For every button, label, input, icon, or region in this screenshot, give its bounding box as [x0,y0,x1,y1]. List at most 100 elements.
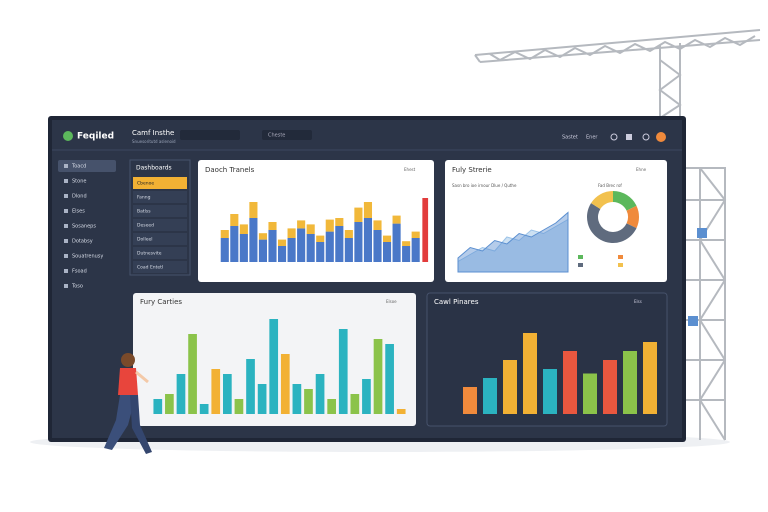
bar [350,394,360,414]
bar [316,242,325,262]
bar [325,231,334,262]
sidebar-item[interactable]: Toso [71,284,83,290]
bar [165,394,174,414]
dropdown-item[interactable]: Fanng [137,195,151,201]
sidebar-item[interactable]: Dotabsy [72,239,93,245]
sidebar-icon [64,224,68,228]
avatar[interactable] [656,132,666,142]
icon[interactable] [642,133,650,141]
bar [222,374,232,414]
bar [563,351,577,414]
bar [363,218,373,262]
panel-title: Cawl Pinares [434,298,479,306]
bar [392,223,401,262]
panel-action[interactable]: Ehest [404,167,416,172]
sidebar-icon [64,239,68,243]
bar-segment [373,220,382,230]
bar [362,379,371,414]
sidebar-item[interactable]: Sosaneps [72,224,96,230]
sidebar-item[interactable]: Souatrenusy [72,254,103,260]
bar [327,399,337,414]
bar-segment [297,220,306,229]
sidebar-icon [64,164,68,168]
sidebar: Toacd Stone Dlond Elses Sosaneps Dotabsy Souat… [58,160,116,290]
menu-label[interactable]: Ener [586,135,598,141]
dropdown-item-bg [133,191,187,203]
sidebar-item[interactable]: Dlond [72,194,87,200]
bar [292,384,302,414]
dropdown-panel: Dashboards Cbenoe Fanng Batlss Deseed Dollee… [129,159,191,276]
bar [249,218,258,262]
panel-action[interactable]: Ehne [636,167,647,172]
dropdown-item[interactable]: Coad Entetl [137,265,163,271]
area [457,211,569,273]
sidebar-item[interactable]: Stone [72,179,86,185]
bar [315,374,325,414]
dropdown-item[interactable]: Batlss [137,209,151,215]
bar [643,342,657,414]
highlight-bar [422,198,429,262]
bar [603,360,617,414]
bar [373,339,383,414]
panel-action[interactable]: Elsoe [386,299,397,304]
dropdown-item[interactable]: Deseed [137,223,154,229]
dropdown-item[interactable]: Dolleel [137,237,153,243]
sidebar-item[interactable]: Elses [72,209,85,215]
sidebar-icon [64,269,68,273]
panel-title: Fuly Strerie [452,166,492,174]
bar [268,230,277,262]
panel-action[interactable]: Elss [634,299,642,304]
bar [623,351,637,414]
logo [63,131,73,141]
sidebar-icon [64,254,68,258]
bar [385,344,394,414]
bar [583,373,597,414]
crate [697,228,707,238]
legend-swatch [618,255,623,259]
bar [239,234,248,262]
bar-segment [382,235,392,242]
donut-slice [591,191,613,209]
bar [483,378,497,414]
crane [474,29,761,441]
donut-slice [586,203,637,244]
bar [503,360,517,414]
donut-slice [613,191,637,211]
dropdown-item-bg [133,247,187,259]
donut-slice [626,205,639,229]
bar [234,399,244,414]
bar [280,354,290,414]
brand: Feqiled [77,132,114,142]
bar-segment [411,231,420,238]
bar [306,234,315,262]
bar [523,333,537,414]
bar-segment [354,207,363,222]
icon[interactable] [626,134,632,140]
dropdown-item[interactable]: Cbenoe [137,181,154,187]
bar [153,399,163,414]
sidebar-item[interactable]: Fsoad [72,269,87,275]
bar-segment [268,222,277,230]
bar-segment [258,233,268,240]
bar [396,409,406,414]
crate [688,316,698,326]
user-name[interactable]: Sastet [562,135,578,141]
bar-segment [363,202,373,218]
bar [269,319,279,414]
search-box[interactable] [262,130,312,140]
header-subtitle: Snuesoritutd aslenoid [132,139,176,144]
dropdown-box[interactable] [180,130,240,140]
sidebar-icon [64,284,68,288]
bar [463,387,477,414]
bar [338,329,348,414]
dropdown-item[interactable]: Dutnesvite [137,251,162,257]
bar [220,238,229,262]
bar [354,222,363,262]
bar-segment [402,241,411,246]
sidebar-item[interactable]: Toacd [71,164,86,170]
legend-swatch [618,263,623,267]
dropdown-item-bg [133,219,187,231]
icon[interactable] [610,133,618,141]
dropdown-item-bg [133,177,187,189]
